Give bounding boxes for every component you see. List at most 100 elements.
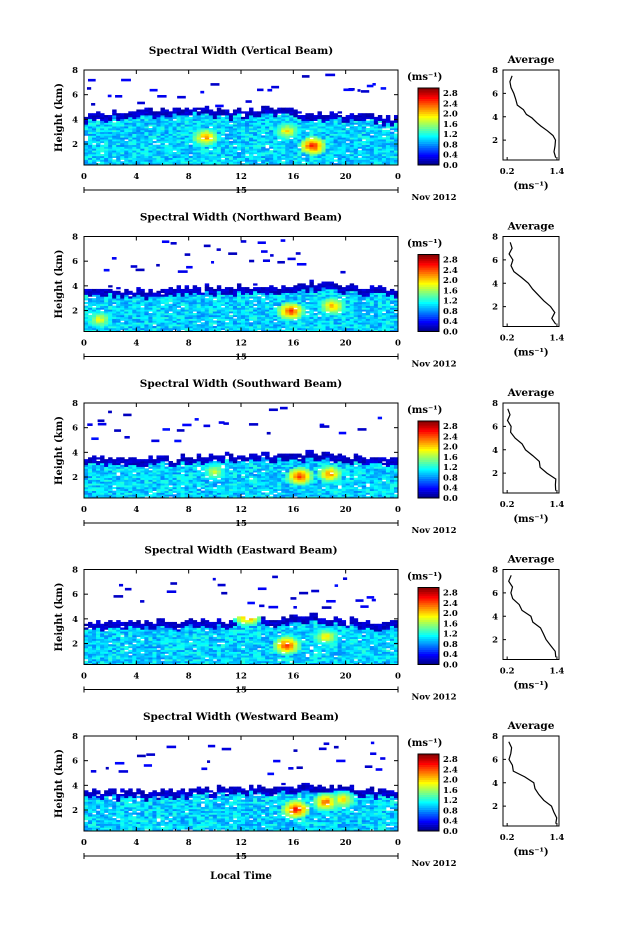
heatmap-cell xyxy=(188,327,194,331)
heatmap-cell xyxy=(273,327,278,331)
heatmap-cell xyxy=(172,314,177,318)
heatmap-cell xyxy=(273,155,278,158)
heatmap-cell xyxy=(245,131,250,134)
average-y-tick-label: 8 xyxy=(492,233,498,243)
heatmap-cell xyxy=(289,111,294,114)
heatmap-cell xyxy=(108,124,113,127)
heatmap-cell xyxy=(236,129,242,133)
heatmap-cell xyxy=(297,300,302,303)
heatmap-cell xyxy=(281,320,286,323)
heatmap-cell xyxy=(273,303,278,306)
heatmap-cell xyxy=(353,116,359,120)
heatmap-cell xyxy=(100,305,105,308)
heatmap-cell xyxy=(285,144,290,147)
heatmap-cell xyxy=(88,152,93,155)
heatmap-cell xyxy=(156,122,161,125)
heatmap-cell xyxy=(104,305,109,308)
heatmap-cell xyxy=(249,113,254,116)
heatmap-cell xyxy=(224,142,230,146)
heatmap-cell xyxy=(249,131,254,134)
heatmap-cell xyxy=(104,459,109,462)
heatmap-cell xyxy=(188,118,194,121)
heatmap-cell xyxy=(168,142,173,146)
heatmap-cell xyxy=(289,316,294,319)
heatmap-cell xyxy=(120,316,125,319)
heatmap-cell xyxy=(204,115,210,118)
heatmap-cell xyxy=(120,116,125,120)
heatmap-cell xyxy=(249,314,254,318)
heatmap-cell xyxy=(148,320,153,323)
heatmap-cell xyxy=(293,301,298,305)
colorbar-frame xyxy=(417,87,440,166)
heatmap-cell xyxy=(107,94,112,98)
heatmap-cell xyxy=(301,314,306,318)
heatmap-cell xyxy=(144,131,149,134)
heatmap-cell xyxy=(112,329,117,332)
heatmap-cell xyxy=(377,148,383,151)
heatmap-cell xyxy=(393,148,399,151)
heatmap-cell xyxy=(297,292,302,295)
heatmap-cell xyxy=(224,292,230,295)
heatmap-cell xyxy=(389,137,395,140)
heatmap-cell xyxy=(160,309,165,312)
heatmap-cell xyxy=(293,300,298,303)
heatmap-cell xyxy=(293,115,298,118)
heatmap-cell xyxy=(88,122,93,125)
heatmap-cell xyxy=(381,129,387,133)
heatmap-cell xyxy=(377,135,383,138)
heatmap-cell xyxy=(321,281,326,284)
heatmap-cell xyxy=(305,131,310,134)
heatmap-cell xyxy=(84,126,89,129)
heatmap-cell xyxy=(224,127,230,131)
heatmap-cell xyxy=(293,161,298,164)
heatmap-cell xyxy=(148,129,153,133)
colorbar-swatch xyxy=(418,282,439,285)
heatmap-cell xyxy=(152,305,157,308)
heatmap-cell xyxy=(269,129,274,133)
heatmap-cell xyxy=(261,157,266,160)
heatmap-cell xyxy=(124,140,129,144)
heatmap-cell xyxy=(136,131,141,134)
heatmap-cell xyxy=(148,135,153,138)
heatmap-cell xyxy=(365,163,371,166)
heatmap-cell xyxy=(228,115,234,118)
heatmap-cell xyxy=(148,288,153,292)
heatmap-cell xyxy=(156,298,161,301)
heatmap-cell xyxy=(208,305,214,308)
heatmap-cell xyxy=(297,161,302,164)
heatmap-cell xyxy=(196,301,202,305)
heatmap-cell xyxy=(200,133,206,136)
heatmap-cell xyxy=(236,283,242,286)
heatmap-cell xyxy=(132,320,137,323)
heatmap-cell xyxy=(321,131,326,134)
heatmap-cell xyxy=(228,155,234,158)
colorbar-swatch xyxy=(418,316,439,319)
heatmap-cell xyxy=(345,153,351,157)
heatmap-cell xyxy=(148,139,153,142)
heatmap-cell xyxy=(289,309,294,312)
heatmap-cell xyxy=(204,105,210,109)
heatmap-cell xyxy=(180,324,186,327)
heatmap-cell xyxy=(345,161,351,164)
heatmap-cell xyxy=(341,122,347,125)
heatmap-cell xyxy=(200,294,206,297)
heatmap-cell xyxy=(100,133,105,136)
heatmap-cell xyxy=(112,155,117,158)
heatmap-cell xyxy=(249,129,254,133)
heatmap-cell xyxy=(249,107,254,110)
heatmap-cell xyxy=(325,161,330,164)
heatmap-cell xyxy=(192,115,198,118)
heatmap-cell xyxy=(385,116,391,120)
heatmap-cell xyxy=(285,152,290,155)
heatmap-cell xyxy=(357,144,363,147)
heatmap-cell xyxy=(160,153,165,157)
heatmap-cell xyxy=(261,300,266,303)
heatmap-cell xyxy=(305,124,310,127)
heatmap-cell xyxy=(196,288,202,292)
heatmap-cell xyxy=(176,294,182,297)
heatmap-cell xyxy=(160,300,165,303)
heatmap-cell xyxy=(92,307,97,310)
heatmap-cell xyxy=(224,298,230,301)
heatmap-cell xyxy=(172,322,177,325)
heatmap-cell xyxy=(281,148,286,151)
